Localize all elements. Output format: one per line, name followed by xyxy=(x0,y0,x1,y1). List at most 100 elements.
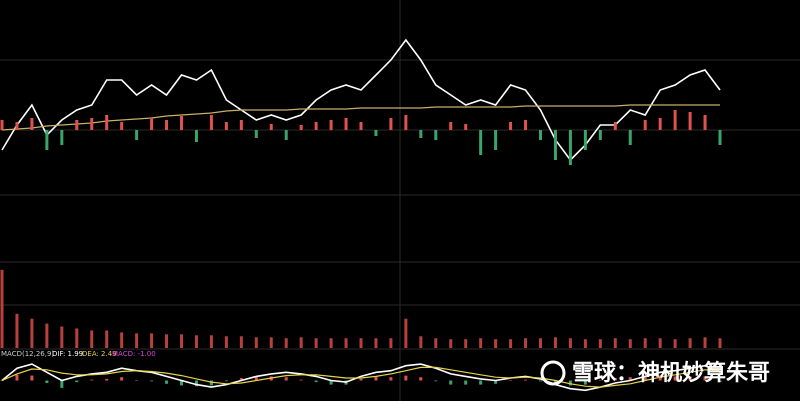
bar xyxy=(90,330,94,348)
bar xyxy=(539,130,542,140)
bar xyxy=(180,380,183,386)
bar xyxy=(539,380,542,382)
bar xyxy=(239,120,243,130)
bar xyxy=(75,380,79,383)
bar xyxy=(598,380,602,381)
bar xyxy=(284,338,288,348)
bar xyxy=(30,375,34,381)
bar xyxy=(0,120,4,130)
bar xyxy=(165,334,169,348)
bar xyxy=(434,130,438,140)
bar xyxy=(359,378,363,381)
bar xyxy=(703,337,707,348)
bar xyxy=(194,335,198,348)
bar xyxy=(194,380,198,387)
bar xyxy=(224,380,228,382)
bar xyxy=(419,377,423,381)
bar xyxy=(180,334,183,348)
bar xyxy=(135,333,139,348)
bar xyxy=(479,380,483,385)
bar xyxy=(359,122,363,130)
macd-value: MACD: -1.00 xyxy=(112,350,156,358)
bar xyxy=(404,375,408,381)
bar xyxy=(688,338,692,348)
bar xyxy=(449,339,453,348)
bar xyxy=(269,337,273,348)
bar xyxy=(404,115,408,130)
watermark-icon xyxy=(540,360,566,386)
bar xyxy=(15,374,19,381)
bar xyxy=(329,380,333,385)
bar xyxy=(509,339,513,348)
bar xyxy=(524,379,528,381)
bar xyxy=(105,378,109,381)
bar xyxy=(299,379,303,381)
bar xyxy=(194,130,198,142)
bar xyxy=(598,339,602,348)
line xyxy=(1,366,721,388)
bar xyxy=(583,380,587,385)
bar xyxy=(494,380,498,384)
bar xyxy=(165,380,169,384)
bar xyxy=(449,380,453,385)
bar xyxy=(613,338,617,348)
bar xyxy=(45,130,49,150)
bar xyxy=(434,380,438,382)
bar xyxy=(150,333,154,348)
bar xyxy=(120,122,124,130)
bar xyxy=(494,339,498,348)
bar xyxy=(314,338,318,348)
bar xyxy=(539,338,542,348)
bar xyxy=(224,122,228,130)
bar xyxy=(718,130,722,145)
bar xyxy=(150,118,154,130)
bar xyxy=(673,339,677,348)
bar xyxy=(568,380,572,386)
bar xyxy=(628,339,632,348)
bar xyxy=(75,328,79,348)
bar xyxy=(464,124,468,130)
bar xyxy=(688,112,692,130)
bar xyxy=(329,338,333,348)
macd-dif: DIF: 1.99 xyxy=(52,350,83,358)
bar xyxy=(374,376,378,381)
bar xyxy=(509,380,513,381)
bar xyxy=(209,335,213,348)
bar xyxy=(419,336,423,348)
bar xyxy=(389,377,393,381)
bar xyxy=(224,336,228,348)
bar xyxy=(464,380,468,385)
macd-dea: DEA: 2.49 xyxy=(82,350,117,358)
bar xyxy=(60,326,64,348)
line xyxy=(1,38,721,162)
bar xyxy=(509,122,513,130)
bar xyxy=(658,375,662,381)
bar xyxy=(718,380,722,383)
bar xyxy=(688,376,692,381)
bar xyxy=(583,339,587,348)
bar xyxy=(90,379,94,381)
bar xyxy=(658,338,662,348)
bar xyxy=(329,120,333,130)
bar xyxy=(254,130,258,138)
bar xyxy=(568,130,572,165)
bar xyxy=(105,330,109,348)
bar xyxy=(314,122,318,130)
bar xyxy=(0,269,4,348)
bar xyxy=(284,377,288,381)
bar xyxy=(45,380,49,383)
bar xyxy=(419,130,423,138)
bar xyxy=(643,338,647,348)
bar xyxy=(583,130,587,150)
bar xyxy=(673,376,677,381)
bar xyxy=(359,338,363,348)
bar xyxy=(449,122,453,130)
bar xyxy=(209,380,213,386)
bar xyxy=(464,339,468,348)
bar xyxy=(404,318,408,348)
bar xyxy=(434,338,438,348)
bar xyxy=(374,338,378,348)
